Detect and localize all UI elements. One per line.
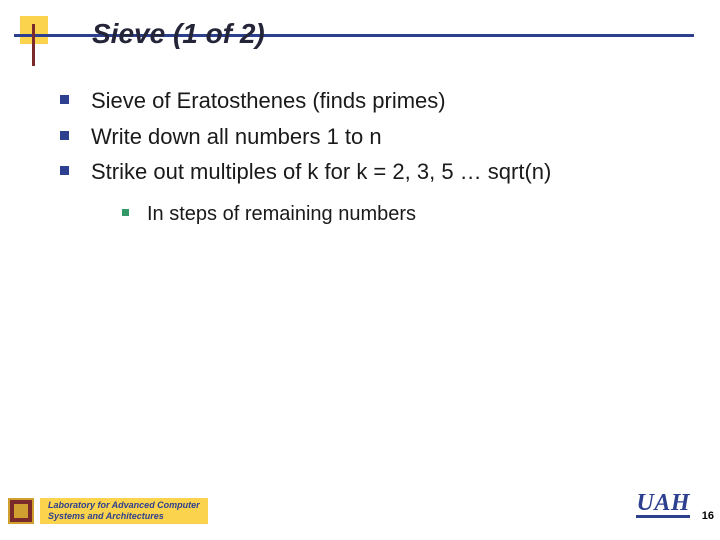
- lab-logo: Laboratory for Advanced Computer Systems…: [8, 498, 208, 524]
- sub-bullet-text: In steps of remaining numbers: [147, 201, 416, 228]
- sub-bullet-square-icon: [122, 209, 129, 216]
- org-name: UAH: [636, 490, 690, 516]
- page-number: 16: [702, 510, 714, 522]
- bullet-square-icon: [60, 95, 69, 104]
- lab-name-line2: Systems and Architectures: [48, 511, 164, 521]
- bullet-item: Write down all numbers 1 to n: [60, 122, 690, 152]
- title-decoration: [14, 16, 54, 56]
- org-logo: UAH: [636, 490, 690, 518]
- bullet-item: Strike out multiples of k for k = 2, 3, …: [60, 157, 690, 187]
- bullet-square-icon: [60, 166, 69, 175]
- sub-bullet-list: In steps of remaining numbers: [122, 201, 690, 228]
- slide-title: Sieve (1 of 2): [92, 18, 265, 50]
- chip-icon: [8, 498, 34, 524]
- sub-bullet-item: In steps of remaining numbers: [122, 201, 690, 228]
- bullet-text: Strike out multiples of k for k = 2, 3, …: [91, 157, 551, 187]
- bullet-text: Write down all numbers 1 to n: [91, 122, 382, 152]
- bullet-text: Sieve of Eratosthenes (finds primes): [91, 86, 446, 116]
- lab-name-line1: Laboratory for Advanced Computer: [48, 500, 200, 510]
- bullet-item: Sieve of Eratosthenes (finds primes): [60, 86, 690, 116]
- slide-content: Sieve of Eratosthenes (finds primes) Wri…: [60, 86, 690, 234]
- lab-name: Laboratory for Advanced Computer Systems…: [40, 498, 208, 524]
- bullet-square-icon: [60, 131, 69, 140]
- slide-footer: Laboratory for Advanced Computer Systems…: [0, 480, 720, 524]
- title-vertical-bar: [32, 24, 35, 66]
